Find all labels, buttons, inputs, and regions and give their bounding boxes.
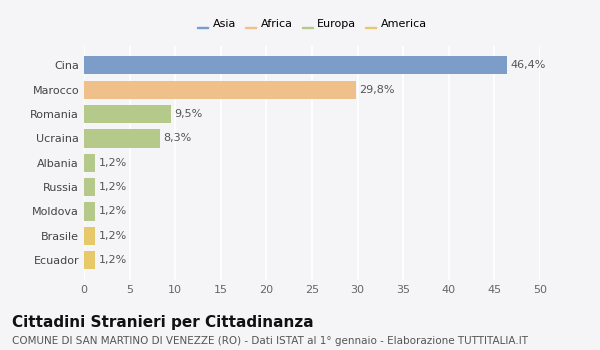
Text: 1,2%: 1,2%	[98, 231, 127, 241]
Bar	[84, 129, 160, 147]
Text: Cittadini Stranieri per Cittadinanza: Cittadini Stranieri per Cittadinanza	[12, 315, 314, 330]
Text: 1,2%: 1,2%	[98, 158, 127, 168]
Bar	[84, 251, 95, 270]
Bar	[84, 178, 95, 196]
Text: 8,3%: 8,3%	[163, 133, 191, 143]
Text: 1,2%: 1,2%	[98, 206, 127, 217]
Bar	[84, 56, 507, 75]
Text: COMUNE DI SAN MARTINO DI VENEZZE (RO) - Dati ISTAT al 1° gennaio - Elaborazione : COMUNE DI SAN MARTINO DI VENEZZE (RO) - …	[12, 336, 528, 346]
Text: 9,5%: 9,5%	[174, 109, 203, 119]
Bar	[84, 105, 170, 123]
Text: 1,2%: 1,2%	[98, 255, 127, 265]
Bar	[84, 227, 95, 245]
Legend: Asia, Africa, Europa, America: Asia, Africa, Europa, America	[195, 16, 429, 31]
Text: 29,8%: 29,8%	[359, 85, 395, 95]
Bar	[84, 154, 95, 172]
Text: 1,2%: 1,2%	[98, 182, 127, 192]
Bar	[84, 80, 356, 99]
Bar	[84, 202, 95, 220]
Text: 46,4%: 46,4%	[511, 60, 546, 70]
